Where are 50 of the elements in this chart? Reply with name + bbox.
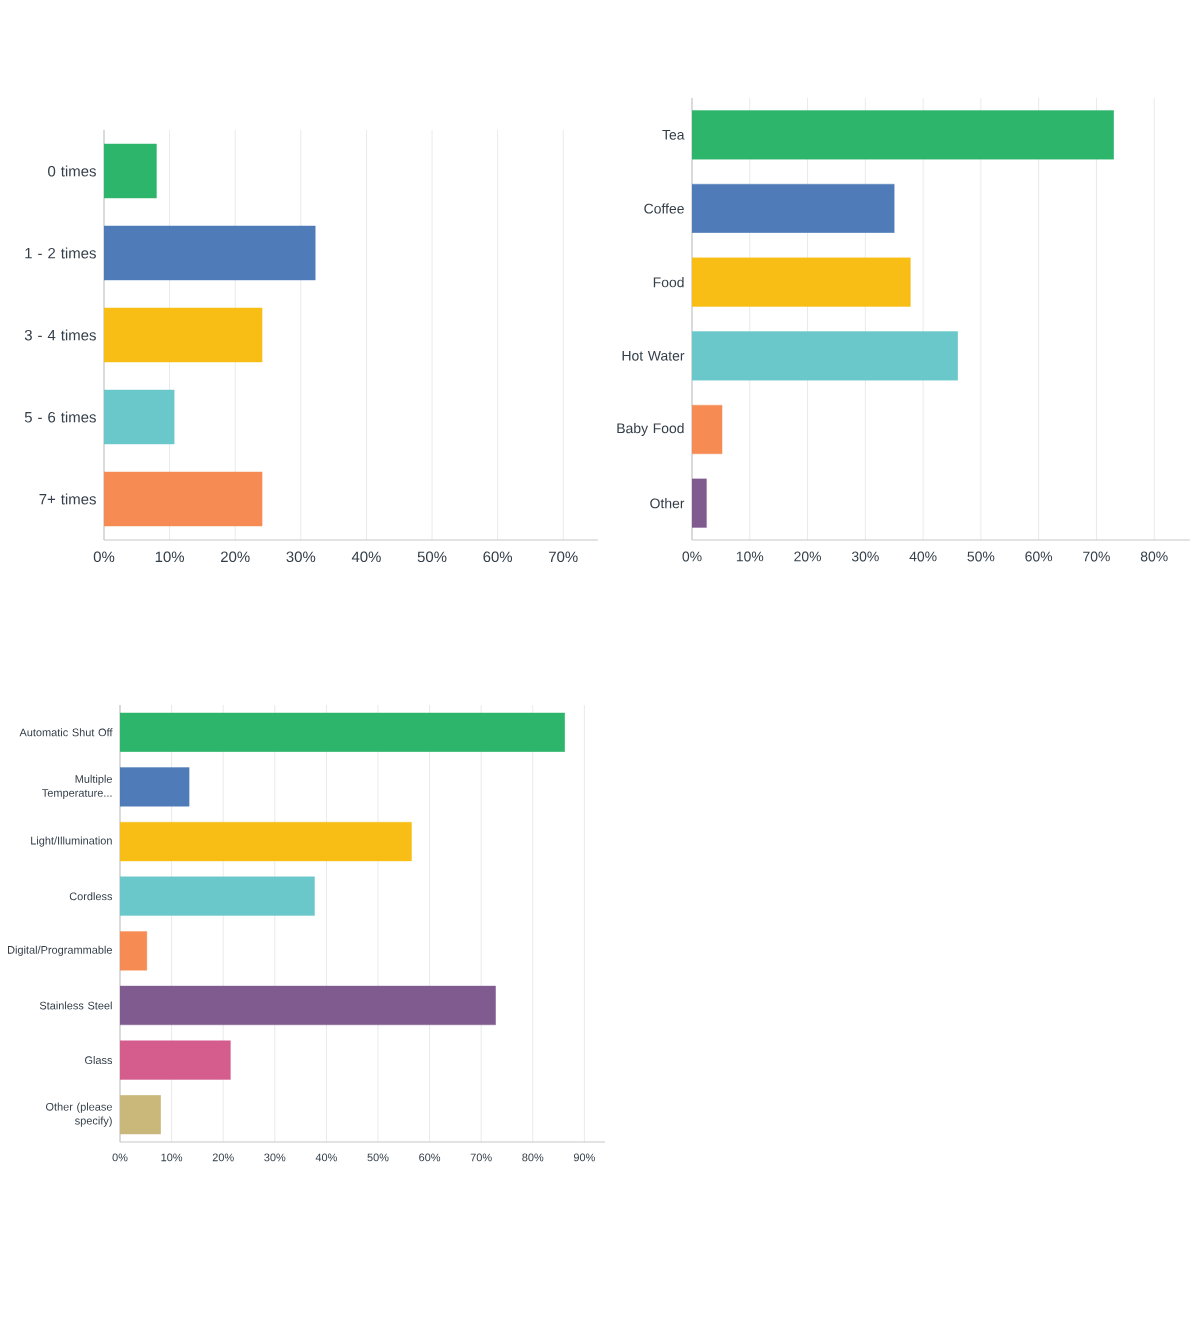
x-tick-label: 10% [155,551,185,563]
x-tick-label: 50% [417,551,447,563]
y-tick-label: 1 - 2 times [25,247,96,259]
y-tick-label: Automatic Shut Off [19,728,113,737]
x-tick-label: 30% [286,551,316,563]
x-tick-label: 70% [470,1153,492,1162]
y-tick-label: 7+ times [39,493,96,505]
x-tick-label: 80% [1140,551,1168,562]
x-tick-label: 70% [549,551,578,563]
x-tick-label: 40% [315,1153,337,1162]
bar [692,257,911,307]
bar [692,110,1114,160]
x-tick-label: 0% [682,551,702,562]
y-tick-label: Stainless Steel [39,1001,112,1010]
bar [692,478,707,528]
x-tick-label: 20% [221,551,250,563]
x-tick-label: 40% [351,551,381,563]
x-tick-label: 40% [909,551,937,562]
y-tick-label: Cordless [69,892,113,901]
y-tick-label: Light/Illumination [31,836,112,847]
bar [692,331,958,381]
y-tick-label: Tea [662,129,685,140]
x-tick-label: 50% [967,551,995,562]
x-tick-label: 30% [851,551,879,562]
y-tick-label: Multiple Temperature... [42,774,112,800]
x-tick-label: 10% [161,1153,183,1162]
x-tick-label: 0% [93,551,115,563]
y-tick-label: Other (please specify) [45,1102,112,1127]
x-tick-label: 50% [367,1153,389,1162]
x-tick-label: 60% [419,1153,441,1162]
y-tick-label: Hot Water [622,350,685,361]
x-tick-label: 20% [794,551,822,562]
x-tick-label: 10% [736,551,764,562]
y-tick-label: 5 - 6 times [24,411,96,423]
y-tick-label: 0 times [48,165,96,177]
x-tick-label: 30% [264,1153,286,1162]
y-tick-label: Glass [85,1056,113,1065]
y-tick-label: Coffee [644,203,684,214]
x-tick-label: 20% [212,1153,234,1162]
y-tick-label: Food [653,277,684,288]
x-tick-label: 0% [112,1153,128,1162]
y-tick-label: Digital/Programmable [8,945,112,956]
x-tick-label: 60% [483,551,513,563]
y-tick-label: Other [650,498,685,509]
x-tick-label: 60% [1025,551,1053,562]
y-tick-label: 3 - 4 times [24,329,96,341]
x-tick-label: 90% [573,1153,595,1162]
x-tick-label: 70% [1083,551,1110,562]
y-tick-label: Baby Food [617,422,684,436]
x-tick-label: 80% [522,1153,544,1162]
